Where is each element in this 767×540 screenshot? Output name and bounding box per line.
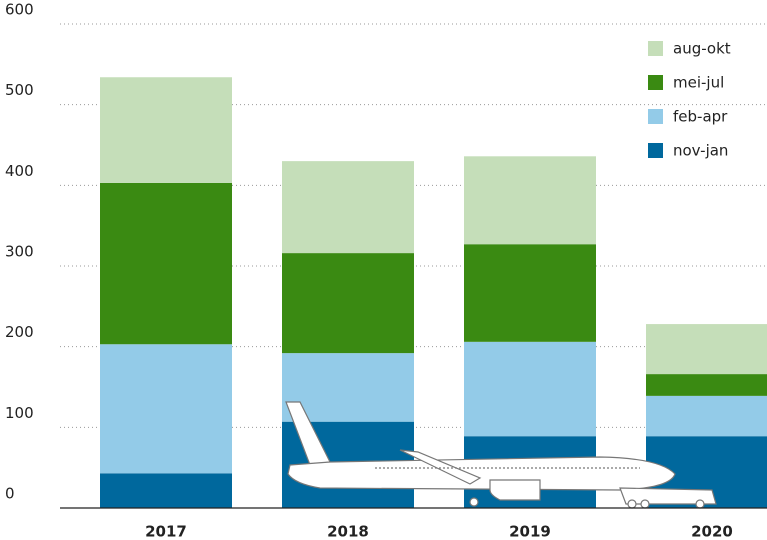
y-tick-label: 500 [5,81,34,99]
y-tick-label: 300 [5,243,34,261]
y-tick-label: 0 [5,485,15,503]
x-tick-label: 2017 [145,523,187,540]
y-tick-label: 100 [5,404,34,422]
bar-segment [100,183,232,344]
y-tick-label: 400 [5,162,34,180]
bar-segment [464,244,596,342]
x-tick-label: 2020 [691,523,733,540]
legend-label: nov-jan [673,142,728,160]
legend-swatch [648,75,663,90]
legend-label: mei-jul [673,74,724,92]
y-tick-label: 600 [5,1,34,19]
bar-segment [646,374,767,396]
x-tick-label: 2018 [327,523,369,540]
bar-segment [282,253,414,353]
bar-segment [100,344,232,473]
legend-swatch [648,143,663,158]
legend-label: aug-okt [673,40,731,58]
bar-segment [646,396,767,436]
bar-segment [282,161,414,253]
legend-swatch [648,41,663,56]
x-tick-label: 2019 [509,523,551,540]
legend: nov-jan feb-apr mei-jul aug-okt [648,40,731,160]
chart: 0 100 200 300 400 500 600 2017 2018 2019 2020 nov-… [0,0,767,540]
bar-segment [464,156,596,244]
legend-swatch [648,109,663,124]
bar-segment [100,473,232,508]
legend-label: feb-apr [673,108,728,126]
bar-segment [464,342,596,436]
bar-segment [646,324,767,374]
y-tick-label: 200 [5,323,34,341]
bar-segment [100,77,232,183]
